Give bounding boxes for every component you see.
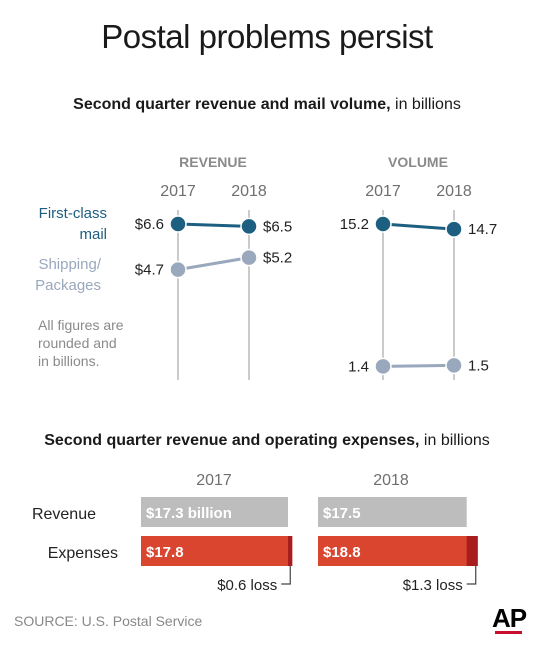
legend-shipping-line1: Shipping/ — [38, 256, 101, 273]
loss-label-2017: $0.6 loss — [217, 577, 277, 594]
revenue-shipping-label-2018: $5.2 — [263, 250, 292, 267]
volume-first-class-label-2018: 14.7 — [468, 221, 497, 238]
revenue-first-class-point-2018 — [240, 217, 258, 236]
revenue-year-label-2018: 2018 — [231, 183, 267, 200]
revenue-bar-label-2017: $17.3 billion — [146, 505, 232, 522]
ap-logo-bar — [495, 631, 522, 634]
volume-shipping-line — [382, 363, 455, 368]
volume-shipping-label-2018: 1.5 — [468, 357, 489, 374]
revenue-panel-label: REVENUE — [179, 154, 247, 170]
loss-callout-line-2017 — [281, 566, 291, 585]
subtitle-revenue-volume: Second quarter revenue and mail volume, … — [0, 96, 534, 114]
legend-first-class-line1: First-class — [39, 205, 107, 222]
revenue-shipping-line — [177, 256, 250, 272]
source-note: SOURCE: U.S. Postal Service — [14, 613, 203, 629]
legend-shipping-line2: Packages — [35, 277, 101, 294]
expenses-bar-2017 — [141, 536, 293, 566]
subtitle-revenue-volume-unit: in billions — [390, 96, 461, 113]
revenue-first-class-label-2018: $6.5 — [263, 218, 292, 235]
chart-title: Postal problems persist — [101, 18, 433, 55]
subtitle-revenue-expenses: Second quarter revenue and operating exp… — [0, 432, 534, 450]
row-label-revenue: Revenue — [32, 506, 96, 523]
loss-segment-2018 — [466, 536, 478, 566]
loss-segment-2017 — [288, 536, 293, 566]
volume-panel-label: VOLUME — [388, 154, 448, 170]
revenue-shipping-point-2017 — [169, 260, 187, 279]
volume-first-class-label-2017: 15.2 — [340, 216, 369, 233]
revenue-shipping-point-2018 — [240, 248, 258, 267]
volume-year-label-2018: 2018 — [436, 183, 472, 200]
expenses-bar-2018 — [318, 536, 478, 566]
subtitle-revenue-expenses-unit: in billions — [419, 432, 490, 449]
revenue-first-class-line — [177, 222, 250, 228]
loss-label-2018: $1.3 loss — [403, 577, 463, 594]
volume-first-class-point-2018 — [445, 220, 463, 238]
volume-first-class-line — [382, 222, 455, 231]
volume-year-label-2017: 2017 — [365, 183, 401, 200]
bar-year-label-2018: 2018 — [373, 472, 409, 489]
revenue-first-class-label-2017: $6.6 — [135, 216, 164, 233]
revenue-bar-2018 — [318, 497, 467, 527]
rounding-note-line-2: rounded and — [38, 335, 117, 351]
rounding-note-line-1: All figures are — [38, 317, 124, 333]
volume-first-class-point-2017 — [374, 215, 392, 233]
bar-year-label-2017: 2017 — [196, 472, 232, 489]
loss-callout-line-2018 — [466, 566, 477, 585]
volume-shipping-point-2018 — [445, 356, 463, 375]
revenue-bar-label-2018: $17.5 — [323, 505, 361, 522]
expenses-bar-label-2017: $17.8 — [146, 544, 184, 561]
revenue-shipping-label-2017: $4.7 — [135, 262, 164, 279]
legend-first-class-line2: mail — [79, 226, 107, 243]
subtitle-revenue-expenses-bold: Second quarter revenue and operating exp… — [44, 432, 420, 449]
subtitle-revenue-volume-bold: Second quarter revenue and mail volume, — [73, 96, 391, 113]
revenue-bar-2017 — [141, 497, 288, 527]
revenue-first-class-point-2017 — [169, 215, 187, 233]
revenue-year-label-2017: 2017 — [160, 183, 196, 200]
row-label-expenses: Expenses — [48, 545, 118, 562]
expenses-bar-label-2018: $18.8 — [323, 544, 361, 561]
ap-logo: AP — [492, 603, 527, 633]
volume-shipping-point-2017 — [374, 357, 392, 376]
volume-shipping-label-2017: 1.4 — [348, 358, 369, 375]
rounding-note-line-3: in billions. — [38, 353, 99, 369]
